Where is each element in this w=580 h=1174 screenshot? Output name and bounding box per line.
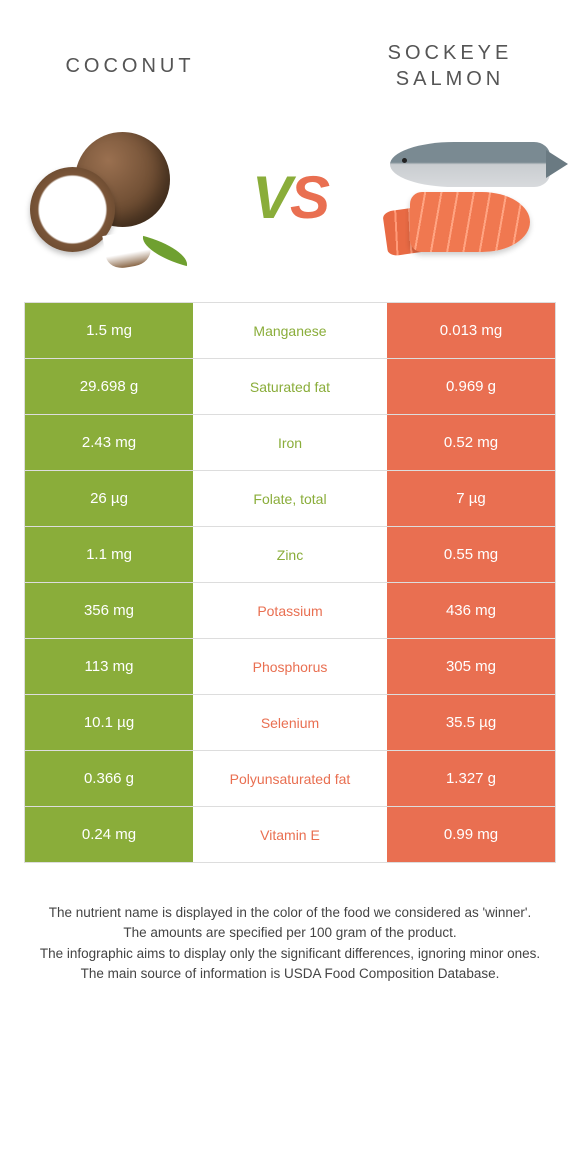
right-value-cell: 305 mg — [387, 639, 555, 694]
table-row: 356 mgPotassium436 mg — [25, 583, 555, 639]
nutrient-label-cell: Potassium — [193, 583, 387, 638]
vs-s-letter: S — [290, 164, 328, 231]
left-value-cell: 0.24 mg — [25, 807, 193, 862]
footer-line-4: The main source of information is USDA F… — [30, 964, 550, 984]
fish-tail-icon — [546, 150, 568, 178]
table-row: 0.24 mgVitamin E0.99 mg — [25, 807, 555, 863]
table-row: 26 µgFolate, total7 µg — [25, 471, 555, 527]
nutrient-label-cell: Zinc — [193, 527, 387, 582]
footer-line-1: The nutrient name is displayed in the co… — [30, 903, 550, 923]
nutrient-label-cell: Selenium — [193, 695, 387, 750]
nutrient-label-cell: Folate, total — [193, 471, 387, 526]
table-row: 0.366 gPolyunsaturated fat1.327 g — [25, 751, 555, 807]
nutrient-label-cell: Manganese — [193, 303, 387, 358]
nutrient-table: 1.5 mgManganese0.013 mg29.698 gSaturated… — [24, 302, 556, 863]
right-value-cell: 7 µg — [387, 471, 555, 526]
left-value-cell: 26 µg — [25, 471, 193, 526]
right-value-cell: 0.969 g — [387, 359, 555, 414]
left-value-cell: 356 mg — [25, 583, 193, 638]
left-value-cell: 2.43 mg — [25, 415, 193, 470]
salmon-fish-icon — [390, 142, 550, 187]
coconut-image — [20, 122, 200, 272]
vs-badge: VS — [252, 163, 328, 232]
table-row: 29.698 gSaturated fat0.969 g — [25, 359, 555, 415]
footer-notes: The nutrient name is displayed in the co… — [0, 863, 580, 984]
footer-line-2: The amounts are specified per 100 gram o… — [30, 923, 550, 943]
left-value-cell: 29.698 g — [25, 359, 193, 414]
right-value-cell: 35.5 µg — [387, 695, 555, 750]
images-row: VS — [0, 102, 580, 302]
table-row: 1.5 mgManganese0.013 mg — [25, 303, 555, 359]
right-value-cell: 0.013 mg — [387, 303, 555, 358]
left-value-cell: 1.5 mg — [25, 303, 193, 358]
salmon-fillet-icon — [410, 192, 530, 252]
right-value-cell: 0.99 mg — [387, 807, 555, 862]
fish-eye-icon — [402, 158, 407, 163]
table-row: 113 mgPhosphorus305 mg — [25, 639, 555, 695]
left-value-cell: 113 mg — [25, 639, 193, 694]
left-value-cell: 10.1 µg — [25, 695, 193, 750]
footer-line-3: The infographic aims to display only the… — [30, 944, 550, 964]
nutrient-label-cell: Saturated fat — [193, 359, 387, 414]
header: Coconut Sockeye salmon — [0, 0, 580, 102]
right-value-cell: 0.52 mg — [387, 415, 555, 470]
table-row: 10.1 µgSelenium35.5 µg — [25, 695, 555, 751]
nutrient-label-cell: Vitamin E — [193, 807, 387, 862]
salmon-image — [380, 122, 560, 272]
table-row: 1.1 mgZinc0.55 mg — [25, 527, 555, 583]
left-value-cell: 1.1 mg — [25, 527, 193, 582]
right-food-title: Sockeye salmon — [350, 40, 550, 92]
left-value-cell: 0.366 g — [25, 751, 193, 806]
right-value-cell: 436 mg — [387, 583, 555, 638]
nutrient-label-cell: Phosphorus — [193, 639, 387, 694]
right-value-cell: 0.55 mg — [387, 527, 555, 582]
coconut-piece-icon — [102, 228, 152, 270]
table-row: 2.43 mgIron0.52 mg — [25, 415, 555, 471]
nutrient-label-cell: Iron — [193, 415, 387, 470]
vs-v-letter: V — [252, 164, 290, 231]
header-left: Coconut — [30, 53, 230, 79]
left-food-title: Coconut — [30, 53, 230, 79]
nutrient-label-cell: Polyunsaturated fat — [193, 751, 387, 806]
header-right: Sockeye salmon — [350, 40, 550, 92]
right-value-cell: 1.327 g — [387, 751, 555, 806]
